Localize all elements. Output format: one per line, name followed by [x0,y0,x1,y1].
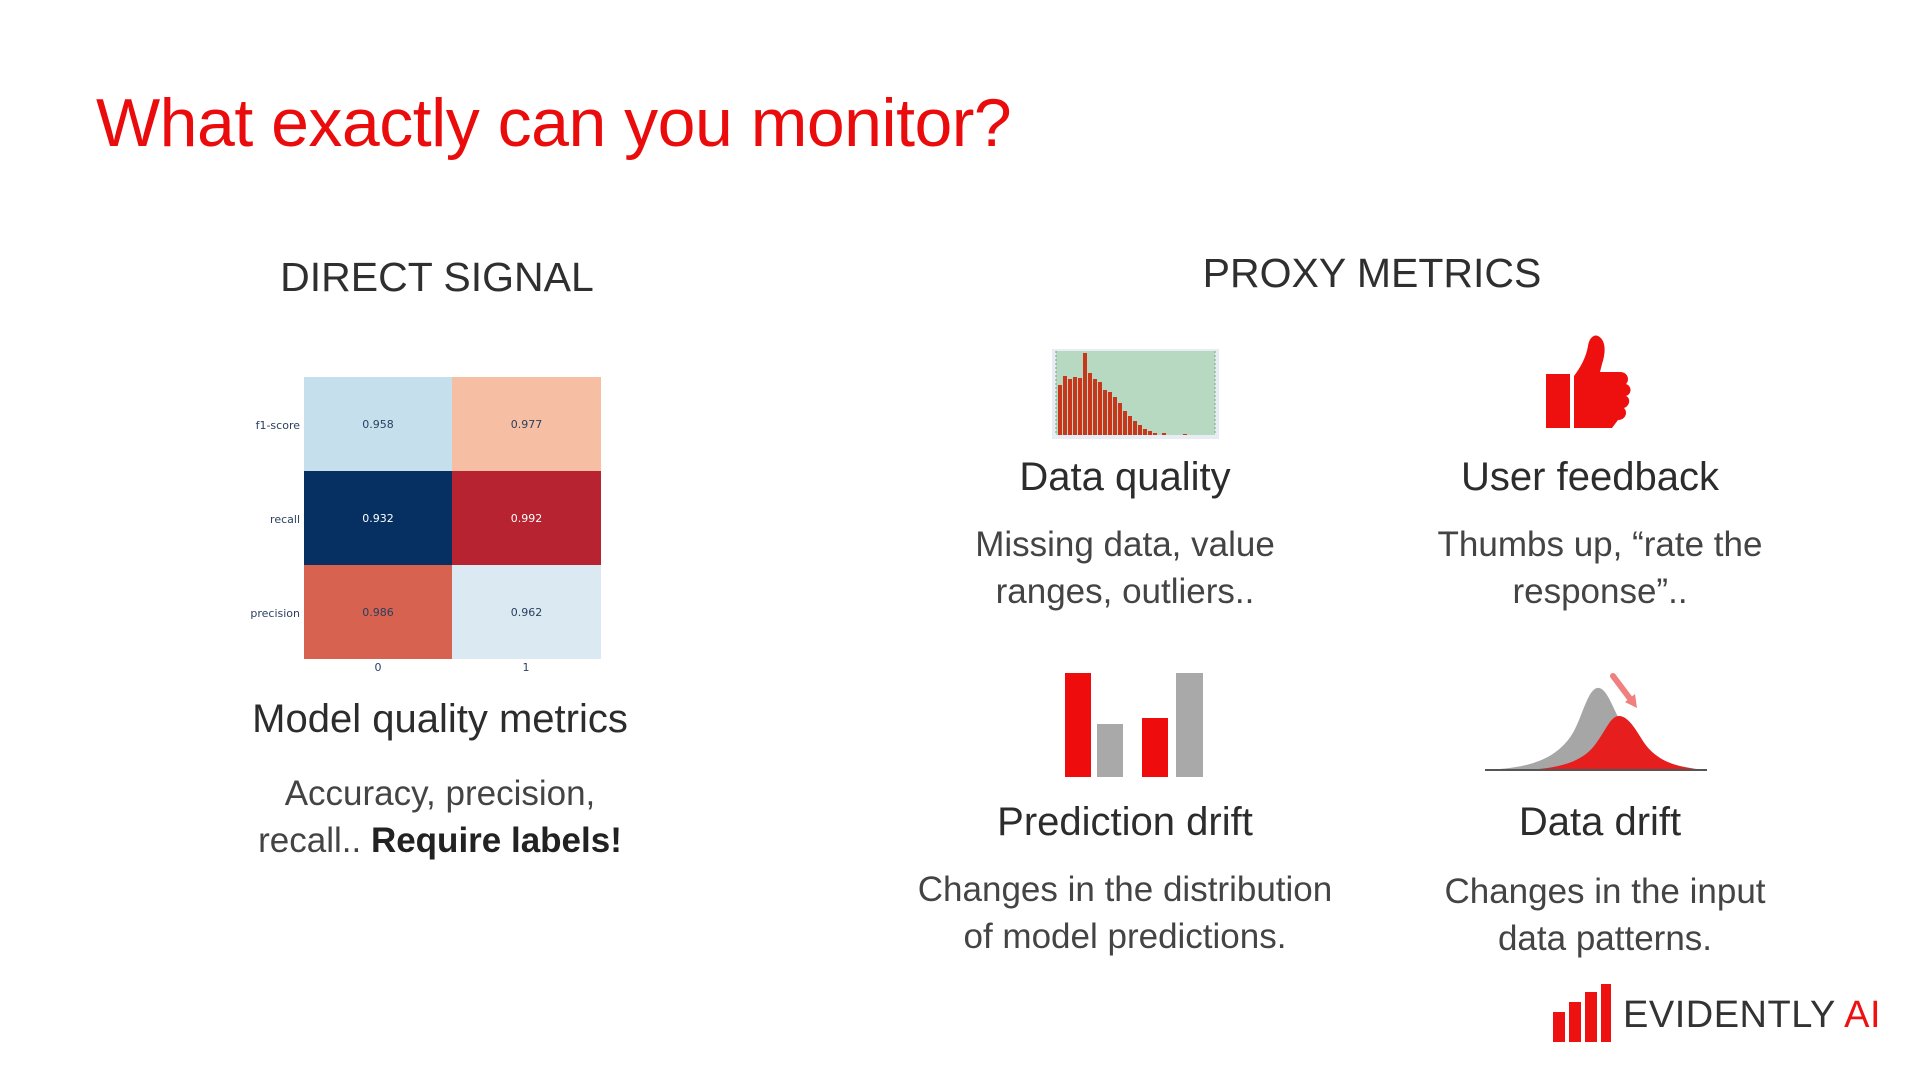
heatmap-xlabel: 0 [374,661,382,674]
heatmap-cell: 0.932 [304,471,452,565]
metrics-heatmap: f1-score recall precision 0.958 0.977 0.… [240,375,620,675]
data-quality-title: Data quality [1019,455,1231,499]
data-drift-desc-line1: Changes in the input [1444,872,1766,911]
model-quality-desc-line2: recall.. Require labels! [180,817,700,864]
data-quality-desc-line2: ranges, outliers.. [995,572,1255,611]
bar-chart-icon [1065,673,1205,777]
heatmap-cell: 0.958 [304,377,452,471]
user-feedback-description: Thumbs up, “rate the response”.. [1400,521,1800,615]
heatmap-cell: 0.962 [452,565,601,659]
heatmap-ylabel: recall [270,513,300,526]
heatmap-ylabel: f1-score [255,419,300,432]
user-feedback-desc-line2: response”.. [1512,572,1688,611]
heatmap-cell: 0.977 [452,377,601,471]
distribution-shift-icon [1485,670,1707,772]
model-quality-desc-plain: recall.. [258,821,371,860]
proxy-metrics-heading: PROXY METRICS [1202,250,1542,296]
heatmap-cell: 0.986 [304,565,452,659]
evidently-logo-text: EVIDENTLY AI [1623,994,1881,1037]
user-feedback-title: User feedback [1461,455,1719,499]
heatmap-ylabel: precision [250,607,300,620]
direct-signal-heading: DIRECT SIGNAL [280,254,594,300]
model-quality-desc-line1: Accuracy, precision, [284,774,596,813]
data-drift-title: Data drift [1518,800,1682,844]
data-drift-desc-line2: data patterns. [1497,919,1713,958]
data-quality-description: Missing data, value ranges, outliers.. [935,521,1315,615]
model-quality-title: Model quality metrics [252,697,628,741]
prediction-drift-title: Prediction drift [997,800,1253,844]
evidently-logo-icon [1553,984,1611,1042]
heatmap-cell: 0.992 [452,471,601,565]
data-quality-desc-line1: Missing data, value [975,525,1275,564]
prediction-drift-description: Changes in the distribution of model pre… [905,866,1345,960]
thumbs-up-icon [1540,332,1632,436]
histogram-icon [1052,349,1219,439]
data-drift-description: Changes in the input data patterns. [1410,868,1800,962]
logo-text-main: EVIDENTLY [1623,994,1845,1036]
heatmap-xlabel: 1 [522,661,530,674]
user-feedback-desc-line1: Thumbs up, “rate the [1437,525,1763,564]
logo-text-accent: AI [1844,994,1882,1036]
require-labels-text: Require labels! [370,821,622,860]
model-quality-description: Accuracy, precision, recall.. Require la… [180,770,700,864]
prediction-drift-desc-line1: Changes in the distribution [917,870,1333,909]
slide-title: What exactly can you monitor? [96,85,1012,161]
prediction-drift-desc-line2: of model predictions. [963,917,1287,956]
